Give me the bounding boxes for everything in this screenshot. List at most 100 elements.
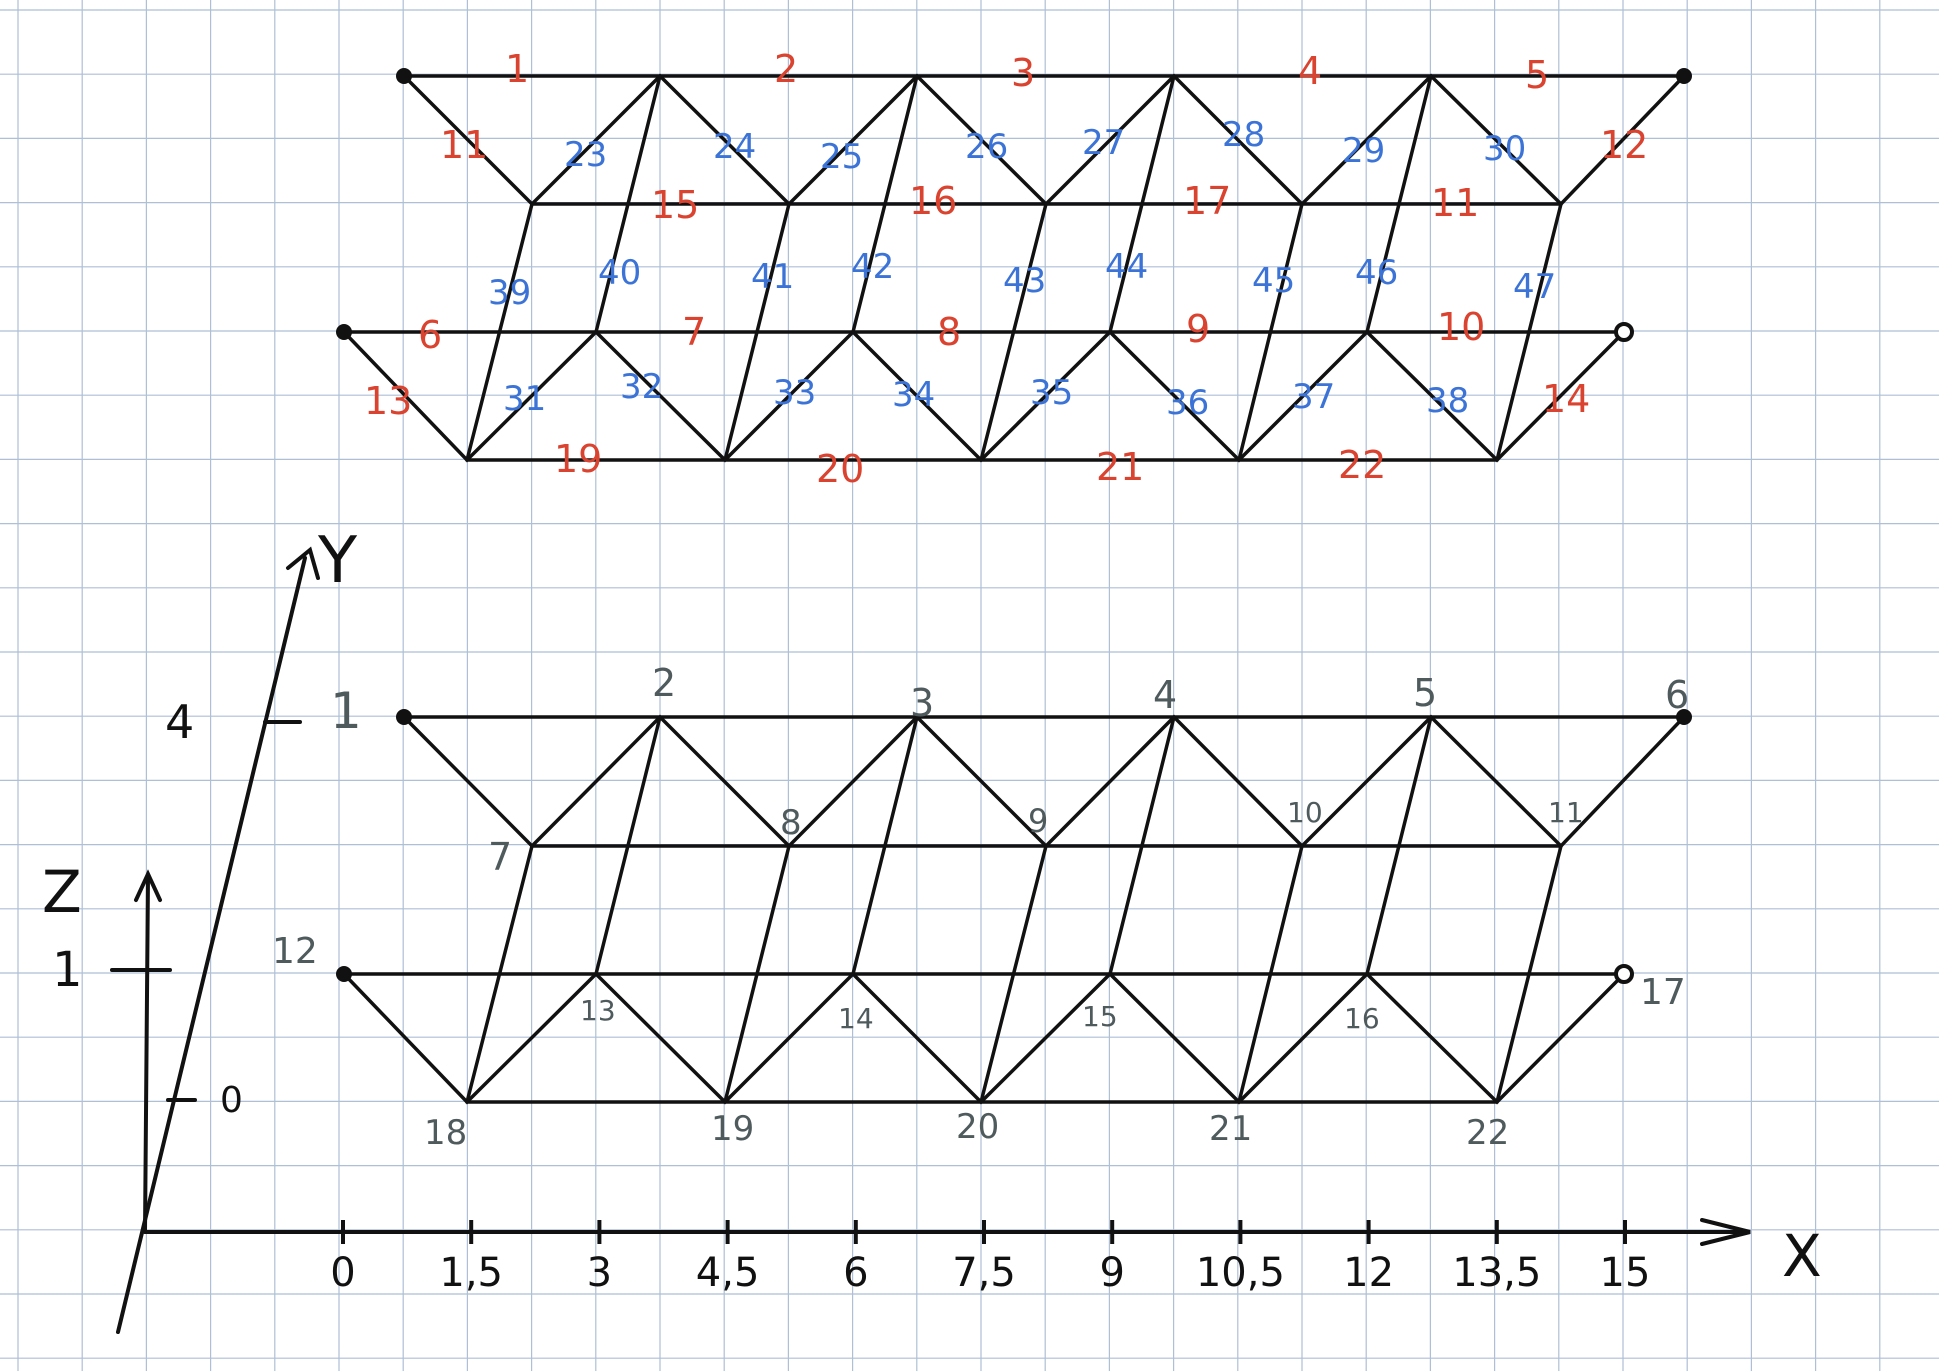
diagonal-label: 42 <box>851 247 894 287</box>
top-blue-bar-labels: 23 24 25 26 27 28 29 30 31 32 33 34 35 3… <box>488 115 1556 423</box>
bar-label: 4 <box>1298 49 1322 93</box>
node-label: 5 <box>1413 671 1437 715</box>
bar-label: 10 <box>1437 305 1485 349</box>
diagonal-label: 27 <box>1082 123 1125 163</box>
diagonal-label: 34 <box>892 375 935 415</box>
bar-label: 7 <box>682 310 706 354</box>
bar-label: 16 <box>909 179 957 223</box>
diagonal-label: 32 <box>620 367 663 407</box>
node-label: 15 <box>1082 1000 1118 1033</box>
x-ticks: 0 1,5 3 4,5 6 7,5 9 10,5 12 13,5 15 <box>330 1220 1650 1296</box>
x-tick-label: 0 <box>330 1250 355 1296</box>
diagonal-label: 23 <box>564 135 607 175</box>
node-label: 20 <box>956 1107 999 1147</box>
z-tick-label: 1 <box>52 942 83 998</box>
diagonal-label: 29 <box>1342 131 1385 171</box>
node-dot <box>396 709 412 725</box>
node-label: 9 <box>1028 802 1048 840</box>
node-label: 13 <box>580 994 616 1027</box>
bar-label: 6 <box>418 313 442 357</box>
x-tick-label: 13,5 <box>1452 1250 1541 1296</box>
bar-label: 14 <box>1542 377 1590 421</box>
diagonal-label: 37 <box>1292 377 1335 417</box>
diagonal-label: 44 <box>1105 247 1148 287</box>
bar-label: 1 <box>505 47 529 91</box>
node-labels: 1 2 3 4 5 6 7 8 9 10 11 12 13 14 15 16 1… <box>272 661 1689 1153</box>
node-label: 10 <box>1287 796 1323 829</box>
node-label: 19 <box>711 1109 754 1149</box>
z-axis-line <box>143 874 150 1234</box>
node-dot <box>1676 709 1692 725</box>
diagonal-label: 41 <box>751 257 794 297</box>
top-truss-drawing <box>342 73 1686 463</box>
diagonal-label: 38 <box>1426 381 1469 421</box>
bar-label: 9 <box>1186 307 1210 351</box>
diagonal-label: 25 <box>820 137 863 177</box>
diagonal-label: 47 <box>1513 267 1556 307</box>
diagonal-label: 39 <box>488 273 531 313</box>
node-label: 17 <box>1640 972 1686 1013</box>
y-axis-line <box>116 556 307 1334</box>
bar-label: 3 <box>1011 51 1035 95</box>
diagonal-label: 43 <box>1003 261 1046 301</box>
bar-label: 8 <box>937 310 961 354</box>
node-dot <box>396 68 412 84</box>
diagonal-label: 35 <box>1030 373 1073 413</box>
diagonal-label: 31 <box>503 379 546 419</box>
node-label: 4 <box>1153 673 1177 717</box>
node-label: 2 <box>652 661 676 705</box>
z-axis-label: Z <box>42 858 82 926</box>
x-tick-label: 10,5 <box>1196 1250 1285 1296</box>
top-end-nodes <box>336 68 1692 342</box>
x-tick-label: 15 <box>1600 1250 1651 1296</box>
bar-label: 15 <box>651 183 699 227</box>
node-label: 16 <box>1344 1002 1380 1035</box>
node-label: 3 <box>910 681 934 725</box>
bottom-end-nodes <box>336 709 1692 984</box>
node-label: 6 <box>1665 673 1689 717</box>
x-tick-label: 4,5 <box>696 1250 760 1296</box>
z-axis-arrow <box>134 869 162 902</box>
diagonal-label: 33 <box>773 373 816 413</box>
x-axis-arrow <box>1700 1218 1751 1246</box>
bottom-truss-drawing <box>342 714 1686 1105</box>
diagonal-label: 40 <box>598 253 641 293</box>
node-dot <box>336 966 352 982</box>
x-axis-label: X <box>1782 1222 1822 1290</box>
bar-label: 13 <box>364 379 412 423</box>
diagonal-label: 45 <box>1252 261 1295 301</box>
axis-labels: X Y Z 4 1 0 <box>42 524 1822 1290</box>
node-dot <box>1676 68 1692 84</box>
node-label: 14 <box>838 1002 874 1035</box>
node-label: 21 <box>1209 1109 1252 1149</box>
bar-label: 22 <box>1338 443 1386 487</box>
bar-label: 2 <box>774 47 798 91</box>
diagonal-label: 28 <box>1222 115 1265 155</box>
bar-label: 12 <box>1600 123 1648 167</box>
diagonal-label: 30 <box>1483 129 1526 169</box>
node-label: 22 <box>1466 1113 1509 1153</box>
diagonal-label: 46 <box>1355 253 1398 293</box>
bar-label: 5 <box>1525 53 1549 97</box>
y-axis-label: Y <box>317 524 358 598</box>
bar-label: 11 <box>440 123 488 167</box>
z-tick-label: 0 <box>220 1080 243 1121</box>
x-tick-label: 7,5 <box>952 1250 1016 1296</box>
axes <box>110 546 1751 1334</box>
x-tick-label: 1,5 <box>439 1250 503 1296</box>
bar-label: 11 <box>1431 181 1479 225</box>
x-tick-label: 3 <box>587 1250 612 1296</box>
x-tick-label: 6 <box>843 1250 868 1296</box>
node-dot <box>336 324 352 340</box>
node-label: 12 <box>272 931 318 972</box>
node-open-dot <box>1614 322 1634 342</box>
bar-label: 17 <box>1183 179 1231 223</box>
x-tick-label: 12 <box>1343 1250 1394 1296</box>
bar-label: 19 <box>554 437 602 481</box>
diagonal-label: 36 <box>1166 383 1209 423</box>
node-open-dot <box>1614 964 1634 984</box>
node-label: 11 <box>1548 796 1584 829</box>
y-tick-label: 4 <box>165 695 194 749</box>
